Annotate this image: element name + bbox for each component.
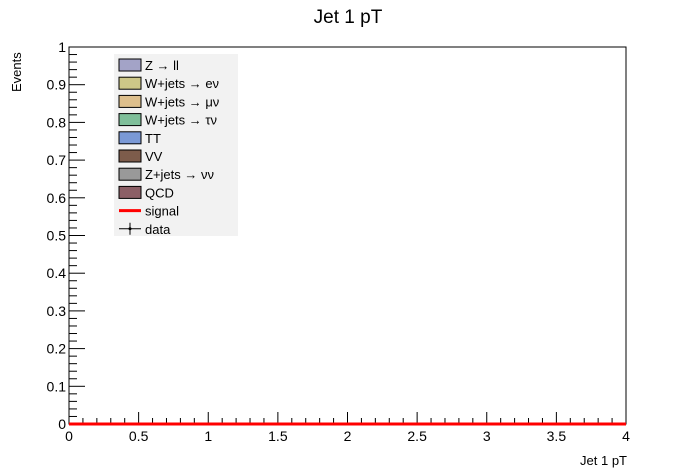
legend-item: data — [119, 222, 171, 237]
x-tick-label: 4 — [622, 428, 630, 444]
legend-swatch — [118, 94, 142, 108]
legend-swatch — [118, 113, 142, 127]
y-tick-label: 0.3 — [47, 303, 67, 319]
x-ticks: 0 0.5 1 1.5 2 2.5 3 3.5 4 — [65, 412, 630, 444]
legend-item: signal — [119, 204, 179, 219]
x-tick-label: 1.5 — [268, 428, 288, 444]
x-tick-label: 0.5 — [129, 428, 149, 444]
y-tick-label: 0 — [58, 416, 66, 432]
y-tick-label: 0.6 — [47, 190, 67, 206]
legend-label: Z+jets → νν — [145, 167, 214, 182]
y-ticks: 0 0.1 0.2 0.3 0.4 0.5 0.6 0.7 0.8 0.9 1 — [47, 39, 85, 432]
y-tick-label: 0.7 — [47, 152, 67, 168]
x-tick-label: 3 — [483, 428, 491, 444]
legend-swatch — [118, 76, 142, 90]
x-axis-label: Jet 1 pT — [580, 453, 627, 468]
legend-label: Z → ll — [145, 58, 179, 73]
x-tick-label: 2.5 — [407, 428, 427, 444]
legend-label: W+jets → μν — [145, 94, 219, 109]
legend-item: VV — [118, 149, 163, 164]
legend-label: QCD — [145, 185, 174, 200]
chart-title: Jet 1 pT — [314, 7, 383, 28]
y-tick-label: 0.9 — [47, 77, 67, 93]
legend-marker-dot — [128, 227, 132, 231]
y-tick-label: 0.4 — [47, 265, 67, 281]
legend-label: data — [145, 222, 171, 237]
legend-swatch — [118, 167, 142, 181]
legend-item: TT — [118, 131, 161, 146]
y-tick-label: 0.2 — [47, 341, 67, 357]
x-tick-label: 1 — [204, 428, 212, 444]
legend-item: Z → ll — [118, 58, 179, 73]
legend-swatch — [118, 131, 142, 145]
y-axis-label: Events — [9, 52, 24, 92]
x-tick-label: 2 — [344, 428, 352, 444]
legend-label: W+jets → τν — [145, 113, 217, 128]
legend-item: Z+jets → νν — [118, 167, 214, 182]
legend-item: QCD — [118, 185, 174, 200]
legend-swatch — [118, 58, 142, 72]
y-tick-label: 0.8 — [47, 114, 67, 130]
legend-swatch — [118, 185, 142, 199]
legend-item: W+jets → μν — [118, 94, 219, 109]
legend-label: VV — [145, 149, 163, 164]
legend-item: W+jets → eν — [118, 76, 219, 91]
x-tick-label: 0 — [65, 428, 73, 444]
y-tick-label: 0.1 — [47, 378, 67, 394]
legend-label: W+jets → eν — [145, 76, 219, 91]
legend-swatch — [118, 149, 142, 163]
y-tick-label: 0.5 — [47, 228, 67, 244]
x-tick-label: 3.5 — [547, 428, 567, 444]
legend: Z → ll W+jets → eν W+jets → μν W+jets → τν T… — [114, 54, 238, 237]
legend-label: TT — [145, 131, 161, 146]
legend-label: signal — [145, 204, 179, 219]
legend-item: W+jets → τν — [118, 113, 217, 128]
y-tick-label: 1 — [58, 39, 66, 55]
